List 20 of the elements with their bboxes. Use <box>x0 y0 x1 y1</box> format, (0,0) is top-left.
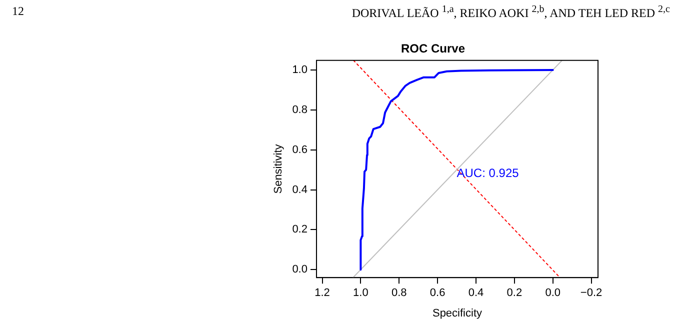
y-tick-label: 1.0 <box>292 64 308 76</box>
y-tick-label: 0.2 <box>292 224 308 236</box>
y-tick-label: 0.0 <box>292 264 308 276</box>
text: 12 <box>12 4 24 19</box>
x-tick-label: 0.8 <box>391 287 407 300</box>
text: DORIVAL LEÃO $^{1,a}$, REIKO AOKI $^{2,b}$, AND TEH LED RED $^{2,c}$ <box>350 4 670 21</box>
x-tick-label: −0.2 <box>580 287 602 300</box>
y-tick-label: 0.6 <box>292 144 308 156</box>
x-tick-label: 0.2 <box>506 287 522 300</box>
x-tick-label: 1.0 <box>353 287 368 300</box>
x-axis-title: Specificity <box>432 307 482 320</box>
y-axis-title: Sensitivity <box>272 144 285 194</box>
x-tick-label: 0.4 <box>468 287 484 300</box>
x-tick-label: 0.0 <box>545 287 560 300</box>
x-tick-label: 0.6 <box>430 287 446 300</box>
chart-title: ROC Curve <box>400 42 466 56</box>
annotation: AUC: 0.925 <box>456 166 520 180</box>
y-tick-label: 0.8 <box>292 104 308 116</box>
y-tick-label: 0.4 <box>292 184 308 196</box>
x-tick-label: 1.2 <box>314 287 330 300</box>
